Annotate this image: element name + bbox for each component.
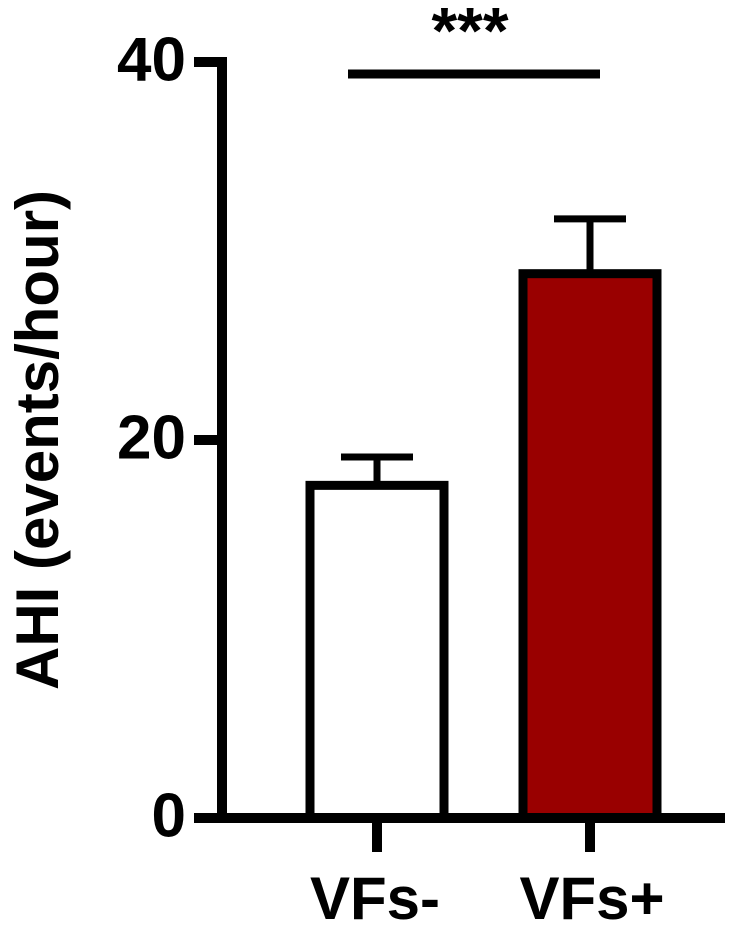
bar (518, 269, 662, 823)
significance-label: *** (431, 0, 508, 67)
y-axis-label: AHI (events/hour) (4, 190, 71, 690)
x-tick-label: VFs+ (519, 865, 664, 932)
y-tick-label: 20 (117, 403, 186, 472)
y-tick-label: 0 (152, 781, 186, 850)
x-tick-label: VFs- (310, 865, 440, 932)
y-tick-label: 40 (117, 25, 186, 94)
bar (305, 480, 449, 823)
